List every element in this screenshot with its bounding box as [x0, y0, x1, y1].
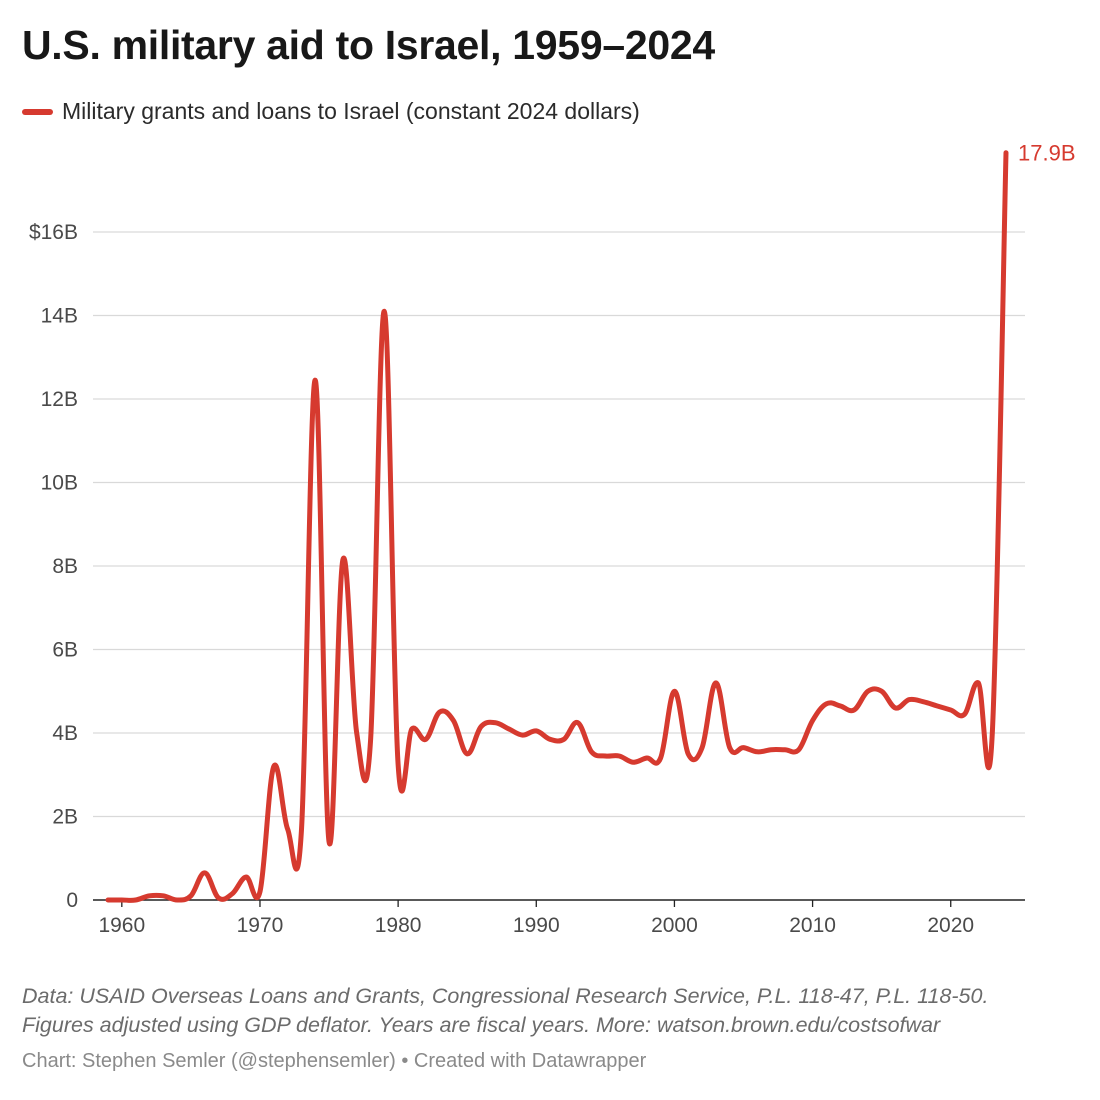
source-note-line-2: Figures adjusted using GDP deflator. Yea…	[22, 1013, 941, 1037]
y-tick-label-0: 0	[66, 889, 78, 912]
line-chart: 0 2B 4B 6B 8B 10B 12B 14B $16B 1960 1970 1980 1990 2…	[29, 141, 1076, 937]
x-tick-label-2010: 2010	[789, 914, 836, 937]
chart-title: U.S. military aid to Israel, 1959–2024	[22, 22, 715, 68]
x-tick-label-1970: 1970	[237, 914, 284, 937]
y-tick-label-12: 12B	[41, 388, 78, 411]
x-tick-label-1990: 1990	[513, 914, 560, 937]
y-axis-labels: 0 2B 4B 6B 8B 10B 12B 14B $16B	[29, 221, 78, 912]
x-axis: 1960 1970 1980 1990 2000 2010 2020	[93, 899, 1025, 937]
y-tick-label-4: 4B	[52, 722, 78, 745]
x-tick-label-2000: 2000	[651, 914, 698, 937]
x-tick-label-2020: 2020	[927, 914, 974, 937]
y-tick-label-14: 14B	[41, 305, 78, 328]
source-notes: Data: USAID Overseas Loans and Grants, C…	[22, 982, 988, 1040]
y-tick-label-16: $16B	[29, 221, 78, 244]
x-tick-label-1980: 1980	[375, 914, 422, 937]
gridlines	[93, 231, 1025, 818]
y-tick-label-2: 2B	[52, 806, 78, 829]
end-value-label: 17.9B	[1018, 141, 1076, 166]
y-tick-label-6: 6B	[52, 639, 78, 662]
legend: Military grants and loans to Israel (con…	[22, 98, 640, 125]
series-layer: 17.9B	[105, 141, 1076, 903]
series-line-military-aid	[105, 150, 1009, 903]
y-tick-label-10: 10B	[41, 472, 78, 495]
legend-label: Military grants and loans to Israel (con…	[62, 98, 640, 124]
legend-swatch	[22, 108, 53, 115]
source-note-line-1: Data: USAID Overseas Loans and Grants, C…	[22, 984, 989, 1008]
chart-credit: Chart: Stephen Semler (@stephensemler) •…	[22, 1050, 647, 1072]
y-tick-label-8: 8B	[52, 555, 78, 578]
x-tick-label-1960: 1960	[98, 914, 145, 937]
